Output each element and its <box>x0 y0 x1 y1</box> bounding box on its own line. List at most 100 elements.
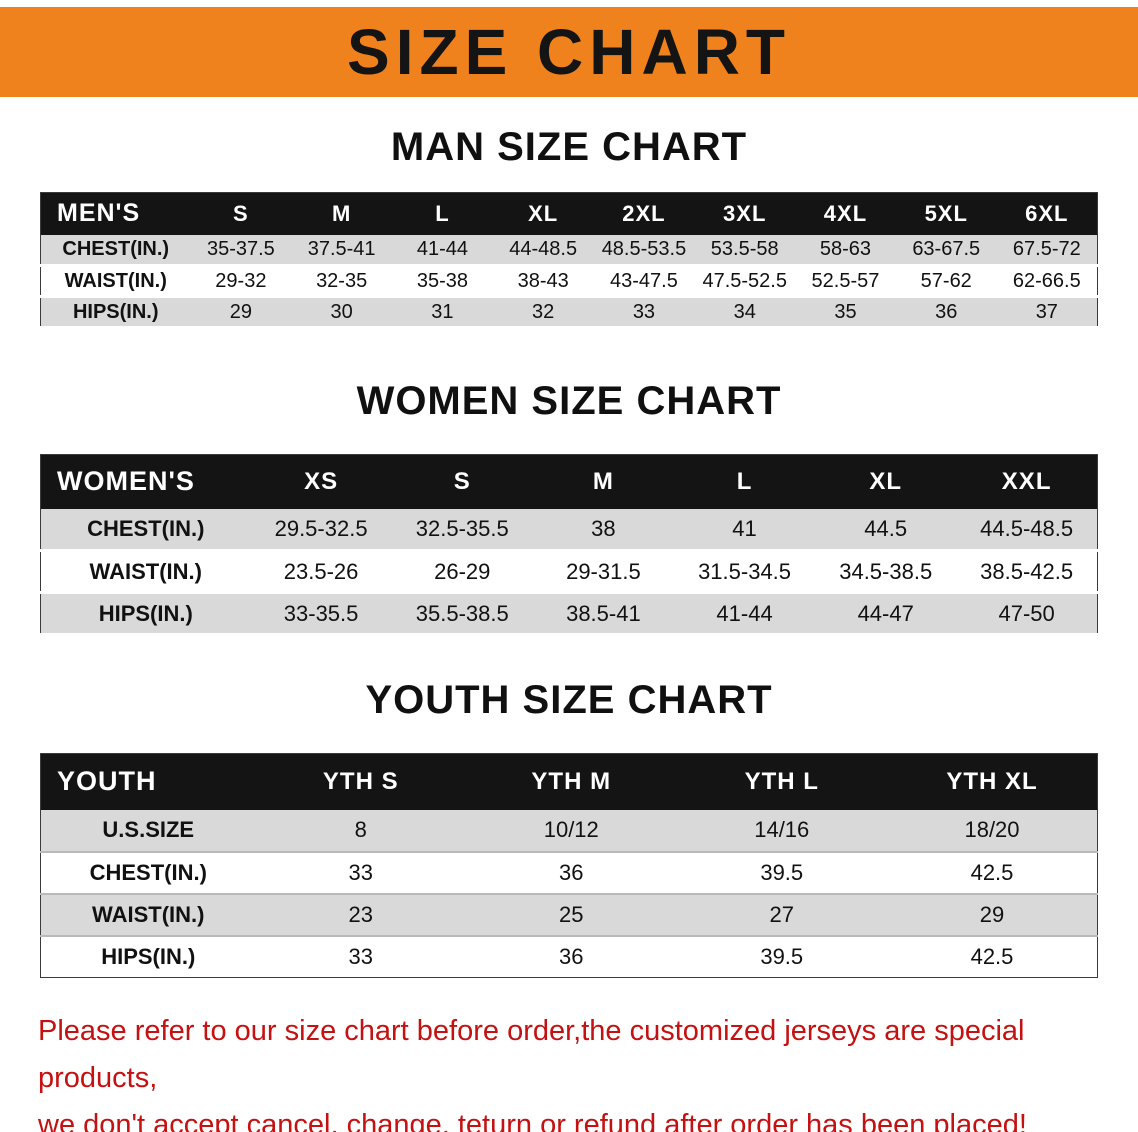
men-size-section: MAN SIZE CHART MEN'S S M L XL 2XL 3XL 4XL 5XL 6XL… <box>0 125 1138 329</box>
women-section-title: WOMEN SIZE CHART <box>356 379 782 423</box>
size-value: 34 <box>733 300 756 323</box>
notice-line-1: Please refer to our size chart before or… <box>38 1015 1025 1094</box>
column-header: 6XL <box>1025 200 1069 226</box>
table-row: WAIST(IN.) 23 25 27 29 <box>40 893 1098 936</box>
size-value: 42.5 <box>970 943 1014 969</box>
size-value: 30 <box>330 300 353 323</box>
column-header: YTH M <box>531 767 612 795</box>
column-header: 4XL <box>823 200 868 226</box>
women-size-table: WOMEN'S XS S M L XL XXL CHEST(IN.) 29.5-32.5 32.5… <box>40 454 1098 636</box>
table-row: WAIST(IN.) 29-32 32-35 35-38 38-43 43-47.5 47.… <box>40 265 1098 297</box>
women-size-section: WOMEN SIZE CHART WOMEN'S XS S M L XL XXL CHEST(… <box>0 379 1138 636</box>
table-row: HIPS(IN.) 33 36 39.5 42.5 <box>40 935 1098 978</box>
notice-line-2: we don't accept cancel, change, teturn o… <box>38 1108 1027 1132</box>
row-label: HIPS(IN.) <box>98 600 193 626</box>
size-value: 14/16 <box>754 817 810 842</box>
column-header: YTH S <box>322 767 399 795</box>
row-label: WAIST(IN.) <box>92 901 205 927</box>
size-value: 38.5-42.5 <box>980 558 1074 584</box>
column-header: M <box>331 200 352 226</box>
size-value: 35 <box>834 300 857 323</box>
size-value: 35.5-38.5 <box>415 600 509 626</box>
column-header: XXL <box>1001 467 1052 495</box>
size-value: 38 <box>591 515 616 541</box>
size-value: 47.5-52.5 <box>702 269 787 292</box>
size-value: 29-32 <box>215 269 267 292</box>
women-size-table-container: WOMEN'S XS S M L XL XXL CHEST(IN.) 29.5-32.5 32.5… <box>0 454 1138 636</box>
row-label: WAIST(IN.) <box>89 558 202 584</box>
footer-notice: Please refer to our size chart before or… <box>38 1008 1100 1132</box>
size-value: 44-47 <box>857 600 914 626</box>
men-size-table: MEN'S S M L XL 2XL 3XL 4XL 5XL 6XL CHEST(IN.) 35-37… <box>40 192 1098 329</box>
column-header: S <box>233 200 249 226</box>
column-header: YTH XL <box>946 767 1038 795</box>
table-row: U.S.SIZE 8 10/12 14/16 18/20 <box>40 809 1098 852</box>
table-row: CHEST(IN.) 35-37.5 37.5-41 41-44 44-48.5 48.5… <box>40 234 1098 266</box>
size-value: 32-35 <box>316 269 368 292</box>
size-value: 42.5 <box>970 859 1014 885</box>
youth-section-title: YOUTH SIZE CHART <box>365 678 773 722</box>
size-value: 29.5-32.5 <box>274 515 368 541</box>
size-value: 33 <box>632 300 656 323</box>
column-header: XS <box>304 467 339 495</box>
size-value: 38-43 <box>517 269 569 292</box>
column-header: L <box>435 200 450 226</box>
table-row: HIPS(IN.) 29 30 31 32 33 34 35 36 37 <box>40 296 1098 328</box>
column-header: 2XL <box>622 200 666 226</box>
size-value: 10/12 <box>543 817 599 842</box>
size-value: 44.5-48.5 <box>980 515 1074 541</box>
row-label: U.S.SIZE <box>102 817 195 842</box>
size-value: 23 <box>348 901 373 927</box>
size-value: 32.5-35.5 <box>415 515 509 541</box>
size-value: 33 <box>348 943 373 969</box>
size-value: 41-44 <box>716 600 773 626</box>
size-value: 31.5-34.5 <box>698 558 792 584</box>
size-value: 52.5-57 <box>811 269 880 292</box>
men-size-table-container: MEN'S S M L XL 2XL 3XL 4XL 5XL 6XL CHEST(IN.) 35-37… <box>0 192 1138 329</box>
size-value: 35-37.5 <box>206 237 275 260</box>
column-header: XL <box>869 467 903 495</box>
table-header-row: WOMEN'S XS S M L XL XXL <box>40 454 1098 509</box>
size-value: 47-50 <box>998 600 1055 626</box>
youth-size-table: YOUTH YTH S YTH M YTH L YTH XL U.S.SIZE 8 10/12… <box>40 753 1098 978</box>
size-value: 32 <box>532 300 555 323</box>
size-value: 38.5-41 <box>566 600 641 626</box>
row-label: HIPS(IN.) <box>72 300 159 323</box>
size-value: 36 <box>559 859 584 885</box>
table-row: HIPS(IN.) 33-35.5 35.5-38.5 38.5-41 41-44 44-… <box>40 592 1098 635</box>
size-value: 67.5-72 <box>1012 237 1081 260</box>
size-value: 57-62 <box>920 269 972 292</box>
size-value: 37.5-41 <box>307 237 376 260</box>
size-value: 34.5-38.5 <box>839 558 933 584</box>
size-value: 35-38 <box>416 269 468 292</box>
size-value: 44.5 <box>864 515 908 541</box>
column-header: 3XL <box>723 200 767 226</box>
table-header-row: YOUTH YTH S YTH M YTH L YTH XL <box>40 753 1098 810</box>
youth-size-section: YOUTH SIZE CHART YOUTH YTH S YTH M YTH L YTH… <box>0 678 1138 978</box>
page-title: SIZE CHART <box>347 16 791 88</box>
size-value: 29 <box>229 300 252 323</box>
size-value: 53.5-58 <box>710 237 779 260</box>
column-header: XL <box>528 200 559 226</box>
size-value: 36 <box>559 943 584 969</box>
column-header: L <box>736 467 753 495</box>
row-label: CHEST(IN.) <box>87 515 205 541</box>
table-corner-label: YOUTH <box>57 766 157 797</box>
size-value: 29 <box>979 901 1005 927</box>
table-corner-label: MEN'S <box>57 199 141 228</box>
size-value: 25 <box>559 901 584 927</box>
banner: SIZE CHART <box>0 7 1138 97</box>
size-value: 63-67.5 <box>912 237 981 260</box>
size-value: 37 <box>1035 300 1058 323</box>
column-header: M <box>592 467 614 495</box>
row-label: WAIST(IN.) <box>64 269 167 292</box>
size-value: 31 <box>431 300 454 323</box>
row-label: HIPS(IN.) <box>101 943 196 969</box>
size-value: 27 <box>769 901 794 927</box>
table-row: CHEST(IN.) 33 36 39.5 42.5 <box>40 851 1098 894</box>
size-value: 41-44 <box>416 237 468 260</box>
size-value: 44-48.5 <box>509 237 578 260</box>
size-value: 8 <box>354 817 367 842</box>
table-row: CHEST(IN.) 29.5-32.5 32.5-35.5 38 41 44.5 44.5… <box>40 508 1098 551</box>
